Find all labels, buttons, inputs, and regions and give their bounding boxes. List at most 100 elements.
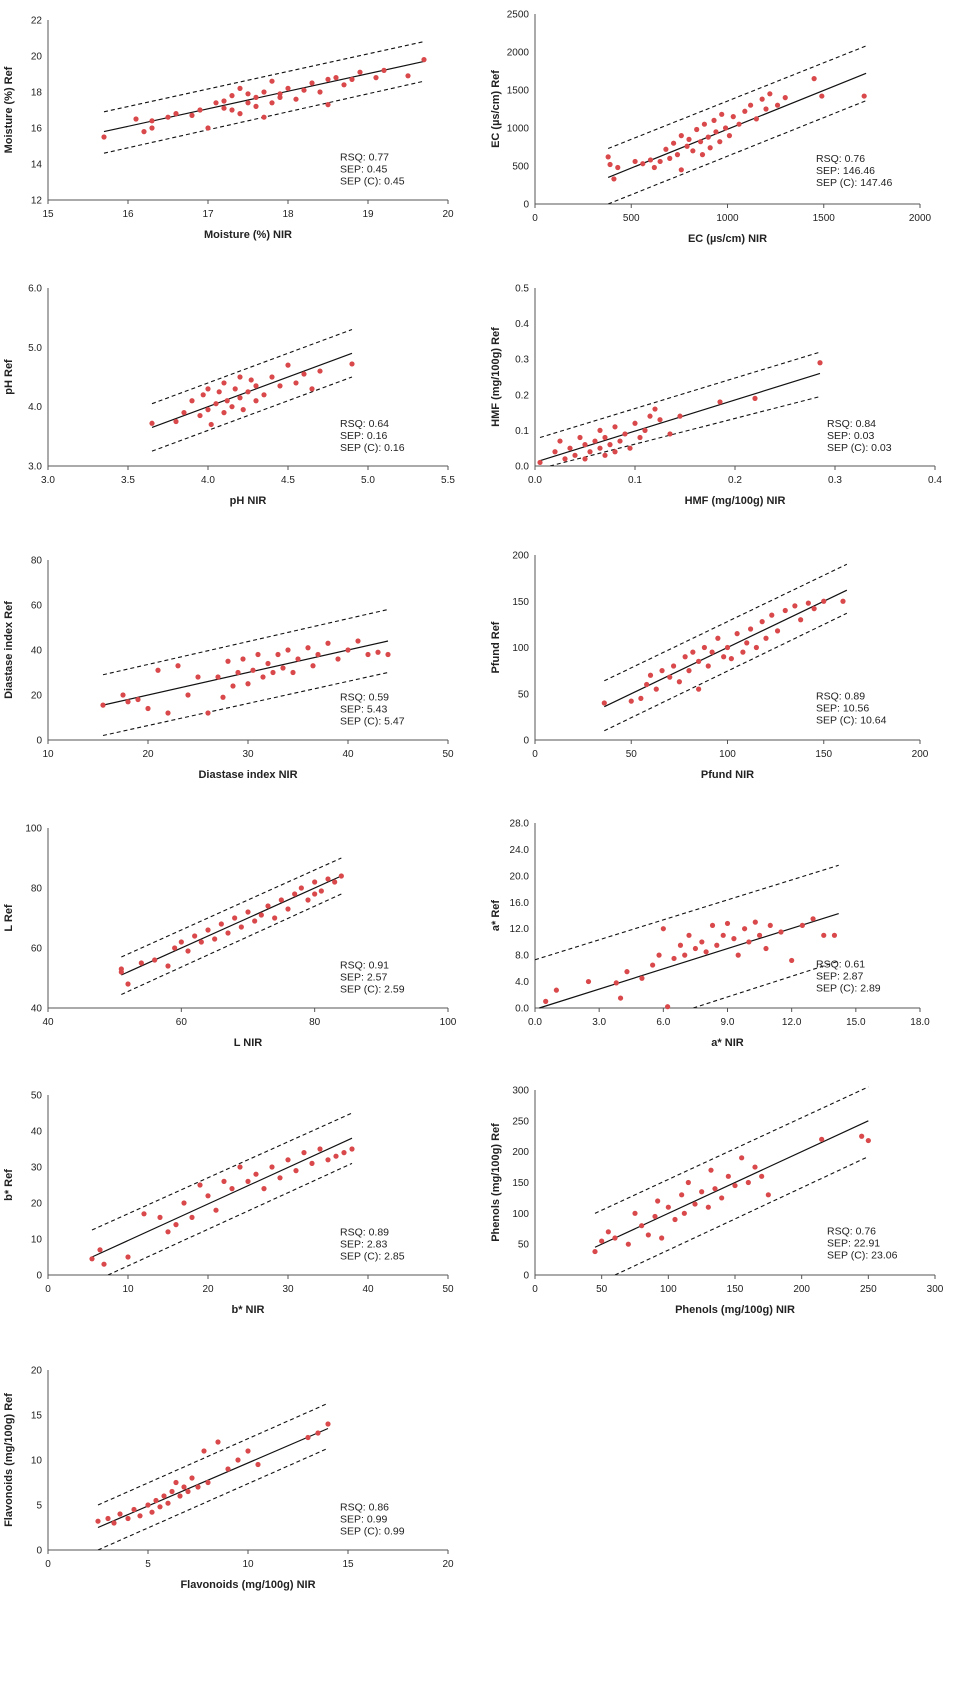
data-point — [117, 1511, 123, 1517]
data-point — [381, 67, 387, 73]
data-point — [285, 1157, 291, 1163]
x-tick-label: 18.0 — [910, 1017, 930, 1028]
data-point — [105, 1515, 111, 1522]
data-point — [315, 651, 321, 658]
y-tick-label: 60 — [31, 601, 43, 612]
data-point — [212, 936, 218, 942]
data-point — [840, 598, 846, 604]
data-point — [682, 654, 688, 660]
data-point — [819, 1136, 825, 1142]
data-point — [221, 410, 227, 416]
data-point — [625, 1241, 631, 1247]
data-point — [229, 93, 235, 99]
data-point — [601, 700, 607, 706]
sep-label: SEP: 0.03 — [827, 430, 874, 442]
data-point — [245, 91, 251, 97]
data-point — [686, 668, 692, 674]
data-point — [774, 102, 781, 108]
data-point — [699, 1189, 705, 1195]
data-point — [317, 368, 323, 374]
data-point — [232, 915, 238, 921]
y-tick-label: 1000 — [507, 124, 530, 135]
x-tick-label: 60 — [176, 1017, 188, 1028]
x-axis-label: L NIR — [234, 1037, 263, 1049]
data-point — [277, 383, 283, 389]
data-point — [290, 669, 296, 676]
x-tick-label: 50 — [442, 749, 454, 760]
data-point — [763, 945, 769, 952]
data-point — [652, 1213, 658, 1220]
y-tick-label: 40 — [31, 1127, 43, 1138]
scatter-chart-5: 10 20 30 40 50 0 20 40 60 80 Diastase index NIR Dia… — [3, 556, 454, 782]
data-point — [765, 1192, 771, 1198]
data-point — [647, 157, 654, 163]
data-point — [333, 75, 339, 81]
data-point — [732, 1182, 738, 1189]
scatter-chart-6: 0 50 100 150 200 0 50 100 150 200 Pfund NIR Pfund R… — [490, 551, 929, 782]
x-tick-label: 80 — [309, 1017, 321, 1028]
data-point — [859, 1133, 865, 1139]
data-point — [221, 98, 227, 104]
y-tick-label: 0 — [523, 1271, 529, 1282]
y-tick-label: 5.0 — [28, 343, 42, 354]
x-tick-label: 2000 — [909, 213, 932, 224]
data-point — [697, 139, 704, 145]
data-point — [767, 922, 773, 929]
data-point — [325, 1421, 331, 1427]
data-point — [692, 945, 699, 952]
data-point — [799, 922, 805, 929]
x-axis-label: EC (µs/cm) NIR — [688, 233, 767, 245]
data-point — [647, 413, 653, 419]
data-point — [335, 656, 341, 662]
data-point — [135, 696, 141, 703]
y-tick-label: 4.0 — [515, 977, 529, 988]
data-point — [617, 995, 624, 1001]
data-point — [577, 434, 583, 441]
data-point — [325, 876, 331, 882]
data-point — [165, 963, 171, 969]
data-point — [612, 1235, 618, 1241]
sep-c-label: SEP (C): 0.45 — [340, 175, 405, 187]
data-point — [253, 94, 259, 100]
data-point — [707, 145, 713, 151]
data-point — [245, 100, 251, 106]
data-point — [672, 1216, 678, 1223]
data-point — [341, 82, 347, 88]
x-tick-label: 5.0 — [361, 475, 375, 486]
data-point — [138, 960, 144, 966]
scatter-chart-11: 0 5 10 15 20 0 5 10 15 20 Flavonoids (mg/100g) NIR… — [3, 1366, 454, 1592]
sep-c-label: SEP (C): 0.03 — [827, 442, 892, 454]
data-point — [810, 916, 816, 922]
y-tick-label: 40 — [31, 646, 43, 657]
data-point — [173, 1479, 179, 1486]
data-point — [338, 873, 344, 879]
rsq-label: RSQ: 0.84 — [827, 418, 876, 430]
data-point — [125, 1515, 131, 1522]
data-point — [101, 134, 107, 140]
data-point — [671, 955, 677, 962]
data-point — [746, 939, 752, 945]
data-point — [261, 392, 267, 398]
data-point — [172, 945, 178, 951]
x-tick-label: 0 — [45, 1559, 51, 1570]
data-point — [225, 1466, 231, 1472]
sep-c-label: SEP (C): 2.89 — [816, 982, 881, 994]
y-tick-label: 150 — [512, 1178, 529, 1189]
data-point — [677, 942, 684, 948]
data-point — [111, 1520, 117, 1526]
data-point — [385, 651, 391, 658]
data-point — [713, 129, 719, 135]
scatter-chart-10: 0 50 100 150 200 250 300 0 50 100 150 200 250 300 Phen… — [490, 1086, 944, 1317]
x-tick-label: 200 — [793, 1284, 810, 1295]
data-point — [309, 386, 315, 392]
data-point — [597, 427, 603, 433]
rsq-label: RSQ: 0.64 — [340, 418, 389, 430]
data-point — [699, 939, 705, 945]
data-point — [208, 421, 214, 428]
data-point — [624, 969, 630, 975]
data-point — [690, 148, 696, 154]
sep-c-label: SEP (C): 23.06 — [827, 1249, 898, 1261]
y-axis-label: Phenols (mg/100g) Ref — [490, 1123, 502, 1242]
x-tick-label: 40 — [42, 1017, 54, 1028]
data-point — [261, 114, 267, 120]
